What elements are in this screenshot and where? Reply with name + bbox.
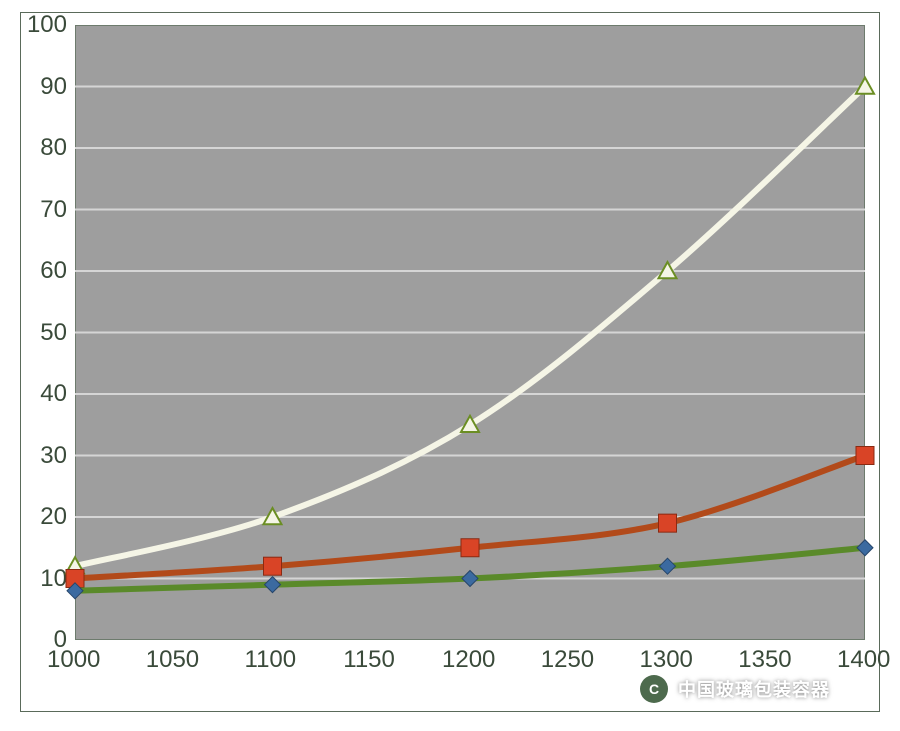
series-red-square-marker bbox=[659, 514, 677, 532]
series-green-diamond-marker bbox=[462, 571, 478, 587]
series-green-diamond-marker bbox=[857, 540, 873, 556]
watermark: C 中国玻璃包装容器 bbox=[640, 675, 830, 703]
chart-svg bbox=[0, 0, 900, 731]
chart-frame: 0102030405060708090100 10001050110011501… bbox=[0, 0, 900, 731]
series-green-diamond-marker bbox=[660, 558, 676, 574]
watermark-icon: C bbox=[640, 675, 668, 703]
series-white-triangle-line bbox=[75, 87, 865, 567]
series-red-square-marker bbox=[461, 539, 479, 557]
watermark-text: 中国玻璃包装容器 bbox=[678, 676, 830, 702]
series-red-square-marker bbox=[856, 447, 874, 465]
series-red-square-marker bbox=[264, 557, 282, 575]
